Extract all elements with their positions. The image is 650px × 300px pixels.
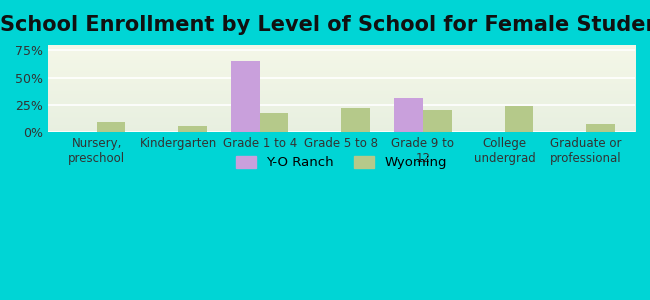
Bar — [341, 108, 370, 132]
Legend: Y-O Ranch, Wyoming: Y-O Ranch, Wyoming — [231, 151, 452, 175]
Bar — [97, 122, 125, 132]
Bar — [423, 110, 452, 132]
Bar — [260, 112, 289, 132]
Bar — [586, 124, 615, 132]
Bar — [178, 126, 207, 132]
Bar — [504, 106, 533, 132]
Title: School Enrollment by Level of School for Female Students: School Enrollment by Level of School for… — [0, 15, 650, 35]
Bar — [231, 61, 260, 132]
Bar — [395, 98, 423, 132]
